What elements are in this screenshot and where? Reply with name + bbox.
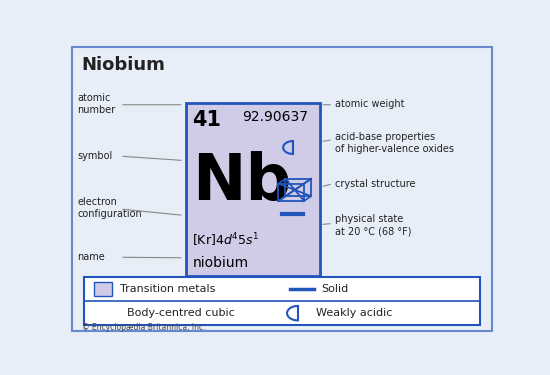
- Text: 41: 41: [192, 110, 221, 130]
- Text: niobium: niobium: [192, 256, 249, 270]
- Text: atomic weight: atomic weight: [335, 99, 405, 109]
- Text: Body-centred cubic: Body-centred cubic: [127, 308, 235, 318]
- Bar: [186, 103, 320, 276]
- Text: crystal structure: crystal structure: [335, 178, 416, 189]
- Text: electron
configuration: electron configuration: [77, 197, 142, 219]
- Text: $[\mathrm{Kr}]4d^{4}5s^{1}$: $[\mathrm{Kr}]4d^{4}5s^{1}$: [192, 231, 260, 249]
- Text: name: name: [77, 252, 105, 262]
- Text: © Encyclopædia Britannica, Inc.: © Encyclopædia Britannica, Inc.: [81, 323, 205, 332]
- Text: Solid: Solid: [321, 284, 349, 294]
- Text: Transition metals: Transition metals: [120, 284, 215, 294]
- Text: acid-base properties
of higher-valence oxides: acid-base properties of higher-valence o…: [335, 132, 454, 154]
- Bar: [95, 282, 112, 296]
- Text: Niobium: Niobium: [81, 56, 166, 74]
- Text: Nb: Nb: [192, 152, 292, 213]
- Text: symbol: symbol: [77, 151, 113, 161]
- Text: atomic
number: atomic number: [77, 93, 116, 116]
- Text: 92.90637: 92.90637: [243, 110, 309, 124]
- FancyBboxPatch shape: [72, 47, 492, 332]
- Text: physical state
at 20 °C (68 °F): physical state at 20 °C (68 °F): [335, 214, 411, 237]
- Text: Weakly acidic: Weakly acidic: [316, 308, 393, 318]
- Bar: [84, 278, 480, 325]
